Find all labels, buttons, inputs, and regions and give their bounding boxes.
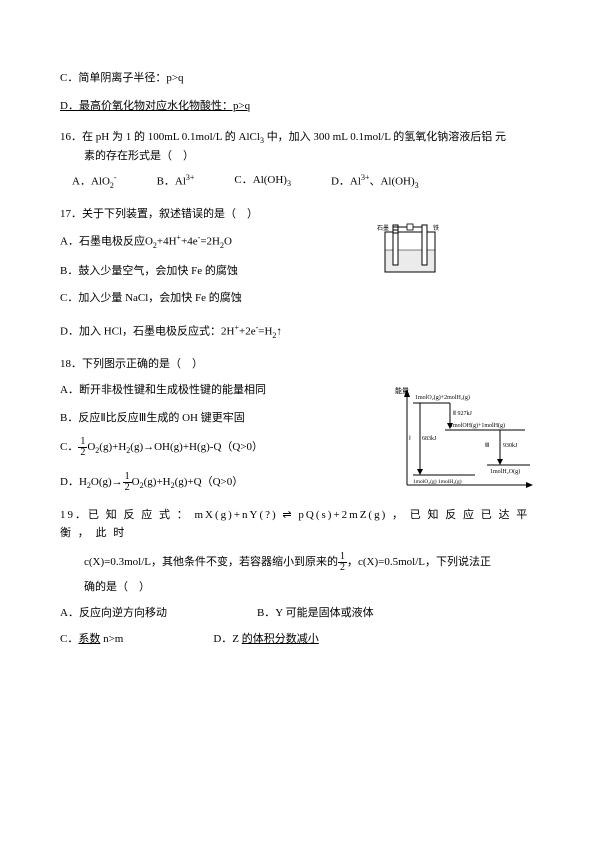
q19: 19．已 知 反 应 式 ： mX(g)+nY(?) ⇌ pQ(s)+2mZ(g… — [60, 507, 535, 648]
svg-text:石墨: 石墨 — [377, 225, 389, 232]
q19-optA: A．反应向逆方向移动 — [60, 605, 167, 623]
q16-optC: C．Al(OH)3 — [234, 172, 291, 193]
q15-optD: D．最高价氧化物对应水化物酸性：p>q — [60, 100, 250, 112]
svg-text:Ⅲ: Ⅲ — [485, 443, 489, 449]
q17: 17．关于下列装置，叙述错误的是（ ） A．石墨电极反应O2+4H++4e-=2… — [60, 206, 535, 342]
apparatus-diagram: 石墨 铁 — [375, 220, 445, 280]
energy-diagram: 能量 1molO₂(g)+2molH₂(g) Ⅰ 683kJ Ⅱ 927kJ 1… — [395, 385, 535, 495]
svg-text:1molH₂O(g): 1molH₂O(g) — [490, 468, 520, 475]
q17-stem: 17．关于下列装置，叙述错误的是（ ） — [60, 206, 535, 224]
svg-text:1molOH(g)+1molH(g): 1molOH(g)+1molH(g) — [450, 422, 505, 429]
q19-optC: C．系数 n>m — [60, 631, 123, 649]
svg-text:930kJ: 930kJ — [503, 443, 518, 449]
q15-optC: C．简单阴离子半径：p>q — [60, 72, 184, 84]
q19-stem-b: c(X)=0.3mol/L，其他条件不变，若容器缩小到原来的12，c(X)=0.… — [84, 552, 535, 573]
q16-optD: D．Al3+、Al(OH)3 — [331, 172, 419, 193]
svg-text:1molO₂(g) 1molH₂(g): 1molO₂(g) 1molH₂(g) — [413, 478, 462, 485]
q16-optB: B．Al3+ — [157, 172, 195, 193]
svg-text:能量: 能量 — [395, 386, 409, 395]
q19-optB: B．Y 可能是固体或液体 — [257, 605, 374, 623]
q17-optB: B．鼓入少量空气，会加快 Fe 的腐蚀 — [60, 263, 535, 281]
q19-stem-a: 19．已 知 反 应 式 ： mX(g)+nY(?) ⇌ pQ(s)+2mZ(g… — [60, 507, 535, 542]
svg-text:铁: 铁 — [433, 224, 439, 232]
q17-optD: D．加入 HCl，石墨电极反应式：2H++2e-=H2↑ — [60, 322, 535, 343]
q19-stem-c: 确的是（ ） — [84, 579, 535, 597]
q16-optA: A．AlO2- — [72, 172, 117, 193]
q19-optD: D．Z 的体积分数减小 — [213, 631, 318, 649]
q18-stem: 18．下列图示正确的是（ ） — [60, 356, 535, 374]
q17-optA: A．石墨电极反应O2+4H++4e-=2H2O — [60, 232, 535, 253]
svg-text:1molO₂(g)+2molH₂(g): 1molO₂(g)+2molH₂(g) — [415, 394, 470, 401]
q16: 16．在 pH 为 1 的 100mL 0.1mol/L 的 AlCl3 中，加… — [60, 129, 535, 192]
q16-stem2: 素的存在形式是（ ） — [84, 148, 535, 166]
q16-options: A．AlO2- B．Al3+ C．Al(OH)3 D．Al3+、Al(OH)3 — [72, 172, 535, 193]
q16-stem: 16．在 pH 为 1 的 100mL 0.1mol/L 的 AlCl3 中，加… — [60, 129, 535, 148]
svg-text:Ⅱ 927kJ: Ⅱ 927kJ — [453, 411, 472, 417]
svg-text:683kJ: 683kJ — [422, 436, 437, 442]
q17-optC: C．加入少量 NaCl，会加快 Fe 的腐蚀 — [60, 290, 535, 308]
svg-text:Ⅰ: Ⅰ — [409, 436, 411, 442]
